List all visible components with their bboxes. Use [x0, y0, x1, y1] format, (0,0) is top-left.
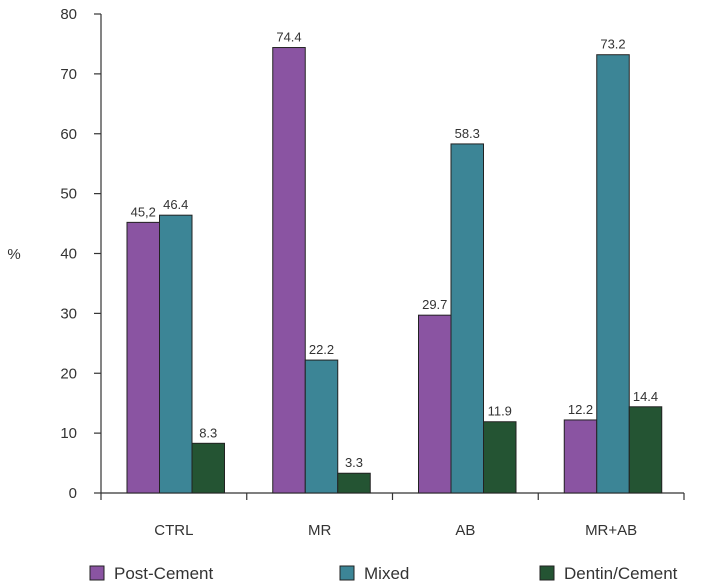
bar: [596, 54, 630, 494]
bar: [304, 359, 339, 494]
x-axis: CTRL MR AB MR+AB: [100, 492, 685, 539]
data-label: 29.7: [422, 297, 447, 312]
y-tick-label: 80: [60, 6, 77, 23]
x-tick-label: AB: [455, 522, 475, 539]
y-tick-label: 50: [60, 186, 77, 203]
legend-swatch: [539, 565, 555, 581]
bar: [628, 406, 663, 494]
data-label: 22.2: [309, 342, 334, 357]
x-tick-label: CTRL: [154, 522, 193, 539]
y-tick-label: 30: [60, 305, 77, 322]
legend-label: Mixed: [364, 564, 409, 583]
data-label: 8.3: [199, 425, 217, 440]
x-tick-label: MR+AB: [585, 522, 637, 539]
legend-label: Post-Cement: [114, 564, 213, 583]
data-label: 74.4: [276, 30, 301, 45]
y-axis: 0 10 20 30 40 50 60 70 80: [60, 6, 102, 502]
y-tick-label: 40: [60, 246, 77, 263]
data-label: 46.4: [163, 197, 188, 212]
legend-swatch: [339, 565, 355, 581]
y-tick-label: 60: [60, 126, 77, 143]
bar: [272, 47, 306, 494]
bar: [418, 314, 452, 494]
y-tick-label: 0: [69, 485, 77, 502]
y-tick-label: 20: [60, 365, 77, 382]
y-tick-label: 70: [60, 66, 77, 83]
bar: [483, 421, 517, 494]
y-tick-label: 10: [60, 425, 77, 442]
data-labels: 45,2 46.4 8.3 74.4 22.2 3.3 29.7 58.3 11.9 12.2 73…: [131, 30, 659, 471]
bar: [563, 419, 598, 494]
data-label: 14.4: [633, 389, 658, 404]
data-label: 11.9: [488, 404, 512, 419]
y-axis-label: %: [7, 246, 20, 263]
legend-label: Dentin/Cement: [564, 564, 678, 583]
data-label: 45,2: [131, 204, 156, 219]
bars: [126, 47, 663, 494]
bar: [191, 442, 225, 494]
legend-item: Post-Cement: [89, 564, 213, 583]
legend-swatch: [89, 565, 105, 581]
legend-item: Mixed: [339, 564, 409, 583]
legend: Post-Cement Mixed Dentin/Cement: [89, 564, 678, 583]
bar: [450, 143, 484, 494]
data-label: 58.3: [455, 126, 480, 141]
bar: [126, 221, 160, 494]
x-tick-label: MR: [308, 522, 331, 539]
legend-item: Dentin/Cement: [539, 564, 678, 583]
data-label: 3.3: [345, 455, 363, 470]
bar: [337, 472, 371, 494]
bar: [159, 214, 193, 494]
data-label: 73.2: [600, 37, 625, 52]
data-label: 12.2: [568, 402, 593, 417]
